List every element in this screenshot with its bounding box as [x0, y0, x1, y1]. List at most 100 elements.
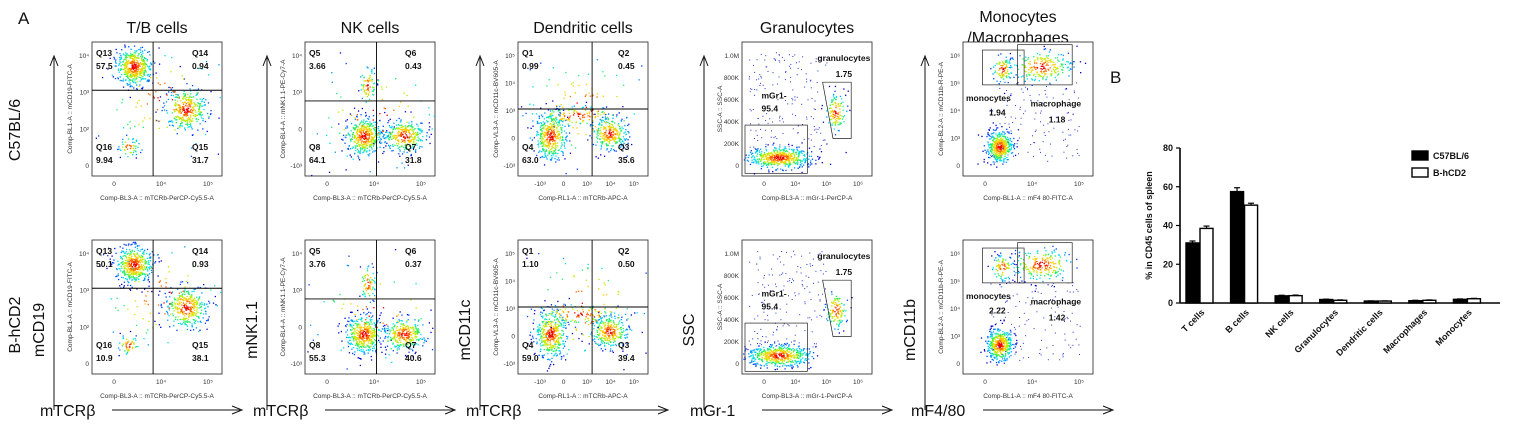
- event-dot: [140, 273, 142, 275]
- event-dot: [550, 323, 552, 325]
- event-dot: [385, 357, 387, 359]
- event-dot: [199, 98, 201, 100]
- event-dot: [131, 278, 133, 280]
- event-dot: [538, 339, 541, 341]
- event-dot: [167, 98, 170, 100]
- event-dot: [551, 352, 553, 355]
- event-dot: [615, 116, 618, 118]
- event-dot: [548, 133, 550, 135]
- event-dot: [143, 300, 146, 302]
- event-dot: [561, 139, 563, 141]
- event-dot: [416, 133, 418, 135]
- event-dot: [133, 145, 136, 147]
- event-dot: [548, 349, 551, 351]
- event-dot: [554, 337, 556, 339]
- event-dot: [411, 123, 413, 125]
- event-dot: [561, 117, 563, 119]
- event-dot: [128, 78, 131, 81]
- event-dot: [189, 96, 191, 99]
- event-dot: [549, 340, 551, 342]
- event-dot: [383, 134, 386, 136]
- event-dot: [175, 116, 177, 118]
- event-dot: [120, 58, 122, 60]
- event-dot: [352, 336, 354, 338]
- event-dot: [365, 346, 367, 348]
- event-dot: [556, 326, 558, 328]
- event-dot: [407, 337, 409, 340]
- event-dot: [196, 306, 198, 308]
- event-dot: [177, 303, 179, 305]
- event-dot: [577, 115, 580, 117]
- event-dot: [398, 329, 400, 331]
- event-dot: [609, 142, 611, 144]
- event-dot: [559, 115, 561, 117]
- event-dot: [180, 112, 182, 114]
- event-dot: [601, 142, 603, 144]
- event-dot: [404, 144, 406, 146]
- event-dot: [121, 283, 123, 285]
- event-dot: [553, 337, 555, 339]
- event-dot: [179, 312, 181, 314]
- event-dot: [185, 300, 188, 302]
- event-dot: [544, 150, 546, 153]
- event-dot: [599, 138, 601, 141]
- event-dot: [558, 343, 560, 345]
- event-dot: [132, 138, 134, 141]
- event-dot: [362, 308, 364, 311]
- event-dot: [123, 269, 125, 271]
- event-dot: [180, 298, 182, 300]
- event-dot: [188, 302, 191, 304]
- event-dot: [175, 93, 177, 96]
- event-dot: [374, 334, 376, 336]
- y-tick-label: 10³: [80, 288, 90, 295]
- event-dot: [542, 328, 544, 330]
- event-dot: [401, 145, 403, 148]
- event-dot: [120, 54, 122, 57]
- event-dot: [323, 301, 325, 303]
- event-dot: [194, 299, 196, 301]
- event-dot: [602, 111, 604, 113]
- event-dot: [360, 327, 362, 329]
- event-dot: [592, 129, 595, 131]
- event-dot: [559, 352, 562, 354]
- event-dot: [119, 56, 121, 59]
- event-dot: [201, 114, 204, 116]
- event-dot: [183, 119, 185, 121]
- event-dot: [383, 150, 385, 153]
- event-dot: [188, 312, 190, 314]
- event-dot: [559, 322, 561, 324]
- event-dot: [137, 256, 139, 258]
- event-dot: [608, 127, 611, 129]
- event-dot: [359, 124, 361, 126]
- event-dot: [139, 74, 141, 76]
- event-dot: [538, 151, 540, 153]
- event-dot: [375, 326, 377, 328]
- event-dot: [187, 99, 189, 101]
- event-dot: [547, 137, 549, 139]
- event-dot: [371, 125, 373, 127]
- event-dot: [361, 107, 363, 110]
- event-dot: [364, 295, 366, 297]
- event-dot: [185, 113, 187, 116]
- event-dot: [358, 341, 361, 344]
- event-dot: [580, 113, 582, 116]
- event-dot: [541, 137, 543, 140]
- event-dot: [552, 150, 554, 152]
- event-dot: [365, 319, 367, 321]
- event-dot: [357, 136, 359, 139]
- event-dot: [139, 256, 141, 258]
- event-dot: [363, 138, 366, 140]
- event-dot: [133, 45, 136, 47]
- event-dot: [191, 112, 193, 114]
- event-dot: [148, 79, 150, 81]
- event-dot: [398, 117, 400, 120]
- event-dot: [550, 120, 553, 122]
- event-dot: [415, 131, 417, 134]
- event-dot: [357, 333, 359, 335]
- event-dot: [144, 261, 146, 263]
- event-dot: [562, 154, 564, 156]
- event-dot: [202, 317, 204, 319]
- event-dot: [400, 325, 402, 328]
- event-dot: [565, 172, 567, 175]
- event-dot: [127, 275, 130, 277]
